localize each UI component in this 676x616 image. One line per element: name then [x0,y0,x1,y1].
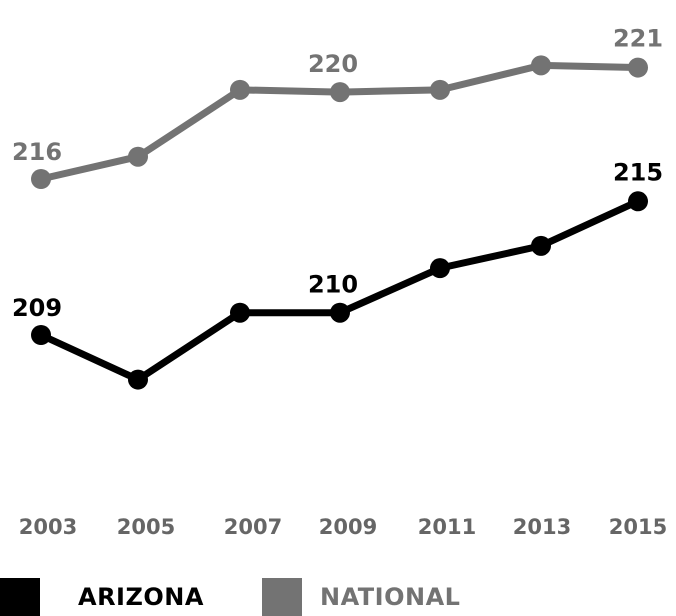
legend-item-arizona: ARIZONA [0,578,204,616]
data-point-arizona-2013 [531,235,551,256]
legend-label-arizona: ARIZONA [78,583,204,611]
data-label-layer: 216 220 221 209 210 215 [12,25,663,322]
data-label-national-2003: 216 [12,138,62,166]
x-tick-label-2009: 2009 [319,515,377,539]
data-point-arizona-2003 [31,325,51,345]
legend-item-national: NATIONAL [262,578,460,616]
data-point-national-2015 [628,57,648,78]
data-point-arizona-2005 [128,369,148,390]
data-label-arizona-2009: 210 [308,271,358,299]
data-point-arizona-2011 [430,258,450,279]
data-label-national-2015: 221 [613,25,663,53]
x-tick-label-2015: 2015 [609,515,667,539]
data-point-national-2005 [128,146,148,167]
data-point-national-2007 [230,79,250,100]
x-axis-ticks: 2003 2005 2007 2009 2011 2013 2015 [19,515,667,539]
data-point-arizona-2007 [230,302,250,323]
legend-swatch-arizona [0,578,40,616]
data-point-national-2009 [330,82,350,103]
data-label-arizona-2015: 215 [613,158,663,186]
data-point-national-2003 [31,169,51,189]
legend: ARIZONA NATIONAL [0,578,676,616]
x-tick-label-2011: 2011 [418,515,476,539]
x-tick-label-2007: 2007 [224,515,282,539]
series-layer [31,55,648,390]
data-point-arizona-2009 [330,302,350,323]
data-label-arizona-2003: 209 [12,294,62,322]
data-point-national-2011 [430,79,450,100]
legend-swatch-national [262,578,302,616]
x-tick-label-2005: 2005 [117,515,175,539]
data-label-national-2009: 220 [308,50,358,78]
data-point-arizona-2015 [628,191,648,212]
x-tick-label-2003: 2003 [19,515,77,539]
data-point-national-2013 [531,55,551,76]
x-tick-label-2013: 2013 [513,515,571,539]
legend-label-national: NATIONAL [320,583,461,611]
